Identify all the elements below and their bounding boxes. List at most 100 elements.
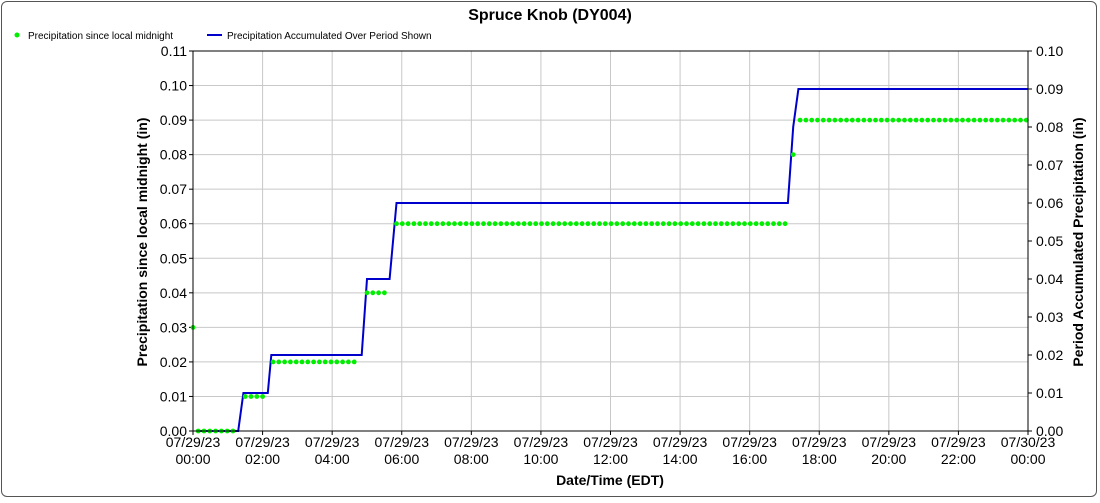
midnight-point xyxy=(965,117,971,123)
midnight-point xyxy=(260,394,265,399)
y-left-tick-label: 0.03 xyxy=(160,319,187,335)
midnight-point xyxy=(382,290,387,296)
y-right-tick-label: 0.05 xyxy=(1036,233,1063,249)
midnight-point xyxy=(311,359,316,365)
midnight-point xyxy=(568,221,573,227)
midnight-series xyxy=(190,117,1029,434)
x-tick-time: 00:00 xyxy=(1010,451,1045,467)
y-left-tick-label: 0.02 xyxy=(160,354,187,370)
midnight-point xyxy=(873,117,878,123)
x-tick-time: 10:00 xyxy=(523,451,558,467)
midnight-point xyxy=(417,221,423,227)
midnight-point xyxy=(765,221,771,227)
y-left-tick-label: 0.05 xyxy=(160,250,187,266)
midnight-point xyxy=(713,221,718,227)
x-tick-time: 18:00 xyxy=(802,451,837,467)
midnight-point xyxy=(585,221,591,227)
midnight-point xyxy=(405,221,411,227)
midnight-point xyxy=(907,117,913,123)
midnight-point xyxy=(936,117,942,123)
y-right-tick-label: 0.09 xyxy=(1036,81,1063,97)
x-tick-date: 07/29/23 xyxy=(653,434,708,450)
midnight-point xyxy=(440,221,446,227)
midnight-point xyxy=(919,117,925,123)
midnight-point xyxy=(803,117,809,123)
midnight-point xyxy=(902,117,907,123)
midnight-point xyxy=(931,117,936,123)
midnight-point xyxy=(695,221,701,227)
midnight-point xyxy=(597,221,602,227)
midnight-point xyxy=(747,221,753,227)
midnight-point xyxy=(672,221,678,227)
y-axis-left-ticks: 0.00 0.01 0.02 0.03 0.04 0.05 0.06 0.07 0.08 0.09… xyxy=(160,43,193,439)
midnight-point xyxy=(948,117,954,123)
plot-area xyxy=(192,50,1029,432)
grid xyxy=(192,50,1029,432)
midnight-point xyxy=(844,117,849,123)
midnight-point xyxy=(809,117,815,123)
midnight-point xyxy=(701,221,707,227)
midnight-point xyxy=(736,221,742,227)
midnight-point xyxy=(602,221,608,227)
x-tick-date: 07/29/23 xyxy=(235,434,290,450)
midnight-point xyxy=(689,221,695,227)
midnight-point xyxy=(820,117,826,123)
y-right-tick-label: 0.10 xyxy=(1036,43,1063,59)
x-tick-date: 07/29/23 xyxy=(305,434,360,450)
y-left-tick-label: 0.04 xyxy=(160,285,187,301)
midnight-point xyxy=(1006,117,1012,123)
midnight-point xyxy=(626,221,631,227)
midnight-point xyxy=(550,221,556,227)
midnight-point xyxy=(242,394,248,399)
midnight-point xyxy=(960,117,965,123)
midnight-point xyxy=(515,221,521,227)
y-left-tick-label: 0.07 xyxy=(160,181,187,197)
midnight-point xyxy=(305,359,311,365)
midnight-point xyxy=(989,117,994,123)
x-tick-time: 20:00 xyxy=(871,451,906,467)
midnight-point xyxy=(790,152,796,158)
midnight-point xyxy=(282,359,287,365)
midnight-point xyxy=(248,394,254,399)
midnight-point xyxy=(498,221,504,227)
midnight-point xyxy=(838,117,844,123)
midnight-point xyxy=(684,221,689,227)
midnight-point xyxy=(334,359,340,365)
y-axis-right-title: Period Accumulated Precipitation (in) xyxy=(1070,117,1086,366)
midnight-point xyxy=(666,221,672,227)
x-tick-date: 07/29/23 xyxy=(862,434,917,450)
y-right-tick-label: 0.01 xyxy=(1036,385,1063,401)
y-right-tick-label: 0.07 xyxy=(1036,157,1063,173)
midnight-point xyxy=(660,221,666,227)
x-tick-time: 06:00 xyxy=(384,451,419,467)
midnight-point xyxy=(254,394,260,399)
y-right-tick-label: 0.08 xyxy=(1036,119,1063,135)
chart-title: Spruce Knob (DY004) xyxy=(468,7,632,24)
midnight-point xyxy=(771,221,776,227)
midnight-point xyxy=(861,117,867,123)
midnight-point xyxy=(776,221,782,227)
midnight-point xyxy=(631,221,637,227)
midnight-point xyxy=(293,359,299,365)
midnight-point xyxy=(346,359,351,365)
midnight-point xyxy=(521,221,527,227)
midnight-point xyxy=(481,221,486,227)
x-axis-ticks: 07/29/2300:0007/29/2302:0007/29/2304:000… xyxy=(166,431,1055,467)
midnight-point xyxy=(620,221,626,227)
midnight-point xyxy=(849,117,855,123)
midnight-point xyxy=(878,117,884,123)
midnight-point xyxy=(942,117,948,123)
y-left-tick-label: 0.00 xyxy=(160,423,187,439)
x-tick-date: 07/29/23 xyxy=(583,434,638,450)
midnight-point xyxy=(544,221,550,227)
midnight-point xyxy=(475,221,481,227)
midnight-point xyxy=(890,117,896,123)
y-axis-left-title: Precipitation since local midnight (in) xyxy=(134,118,150,367)
midnight-point xyxy=(533,221,539,227)
x-tick-date: 07/29/23 xyxy=(792,434,847,450)
y-left-tick-label: 0.06 xyxy=(160,216,187,232)
midnight-point xyxy=(983,117,989,123)
midnight-point xyxy=(446,221,452,227)
y-left-tick-label: 0.10 xyxy=(160,78,187,94)
